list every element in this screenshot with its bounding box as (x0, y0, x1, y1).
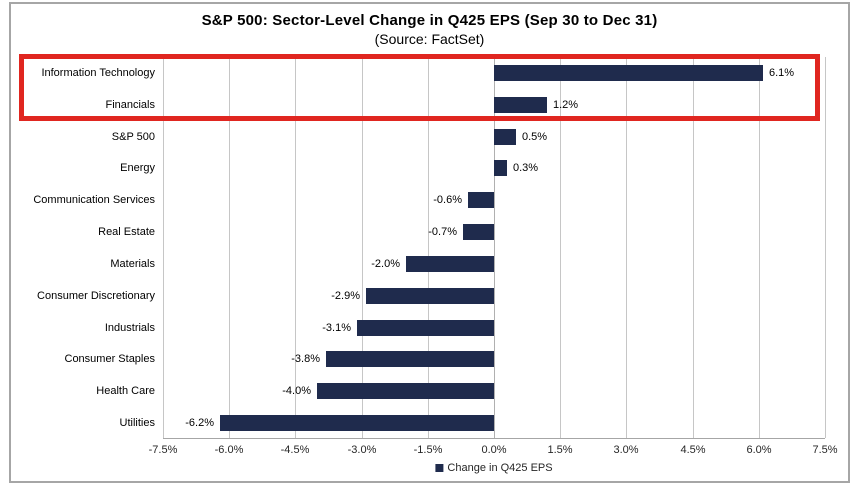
value-label: -0.7% (428, 226, 457, 238)
bar-materials (406, 256, 494, 272)
x-tick-label: -3.0% (347, 444, 377, 456)
gridline (560, 57, 561, 438)
x-tick-label: 1.5% (547, 444, 573, 456)
x-tick-label: 6.0% (746, 444, 772, 456)
bar-communication-services (468, 192, 494, 208)
bar-energy (494, 160, 507, 176)
chart-frame: S&P 500: Sector-Level Change in Q425 EPS… (9, 2, 850, 483)
category-label: Utilities (119, 417, 155, 429)
value-label: -3.8% (291, 353, 320, 365)
category-label: Information Technology (41, 67, 155, 79)
category-label: Financials (105, 99, 155, 111)
category-label: Consumer Staples (64, 353, 156, 365)
value-label: 0.3% (513, 162, 539, 174)
gridline (693, 57, 694, 438)
category-label: Materials (110, 258, 155, 270)
bar-financials (494, 97, 547, 113)
value-label: 0.5% (522, 131, 548, 143)
chart-subtitle: (Source: FactSet) (374, 31, 485, 47)
bar-utilities (220, 415, 494, 431)
gridline (626, 57, 627, 438)
gridline (494, 57, 495, 438)
value-label: 1.2% (553, 99, 579, 111)
x-tick-label: -1.5% (413, 444, 443, 456)
value-label: -2.0% (371, 258, 400, 270)
bar-s-p-500 (494, 129, 516, 145)
legend-marker-square-icon (435, 464, 444, 472)
category-label: Real Estate (98, 226, 155, 238)
bar-consumer-discretionary (366, 288, 494, 304)
x-tick-label: -4.5% (280, 444, 310, 456)
legend: Change in Q425 EPS (435, 462, 553, 474)
x-tick-label: -7.5% (148, 444, 178, 456)
value-label: -4.0% (282, 385, 311, 397)
bar-industrials (357, 320, 494, 336)
value-label: 6.1% (769, 67, 795, 79)
gridline (428, 57, 429, 438)
gridline (759, 57, 760, 438)
bar-real-estate (463, 224, 494, 240)
plot-area: 6.1% 1.2% 0.5% 0.3% -0.6% -0.7% -2.0% -2.9% -3.1… (163, 57, 826, 439)
gridline (163, 57, 164, 438)
category-label: Health Care (96, 385, 155, 397)
category-label: S&P 500 (111, 131, 155, 143)
x-tick-label: 4.5% (680, 444, 706, 456)
x-tick-label: 7.5% (812, 444, 838, 456)
category-label: Energy (120, 162, 155, 174)
bar-health-care (317, 383, 494, 399)
x-tick-label: 0.0% (481, 444, 507, 456)
gridline (229, 57, 230, 438)
x-tick-label: -6.0% (214, 444, 244, 456)
legend-label: Change in Q425 EPS (447, 462, 553, 474)
value-label: -2.9% (331, 290, 360, 302)
gridline (362, 57, 363, 438)
chart-title: S&P 500: Sector-Level Change in Q425 EPS… (201, 12, 658, 29)
gridline (295, 57, 296, 438)
value-label: -0.6% (433, 194, 462, 206)
gridline (825, 57, 826, 438)
x-tick-label: 3.0% (613, 444, 639, 456)
value-label: -6.2% (185, 417, 214, 429)
category-label: Consumer Discretionary (37, 290, 155, 302)
category-label: Communication Services (33, 194, 155, 206)
bar-consumer-staples (326, 351, 494, 367)
category-label: Industrials (104, 322, 155, 334)
value-label: -3.1% (322, 322, 351, 334)
bar-information-technology (494, 65, 763, 81)
